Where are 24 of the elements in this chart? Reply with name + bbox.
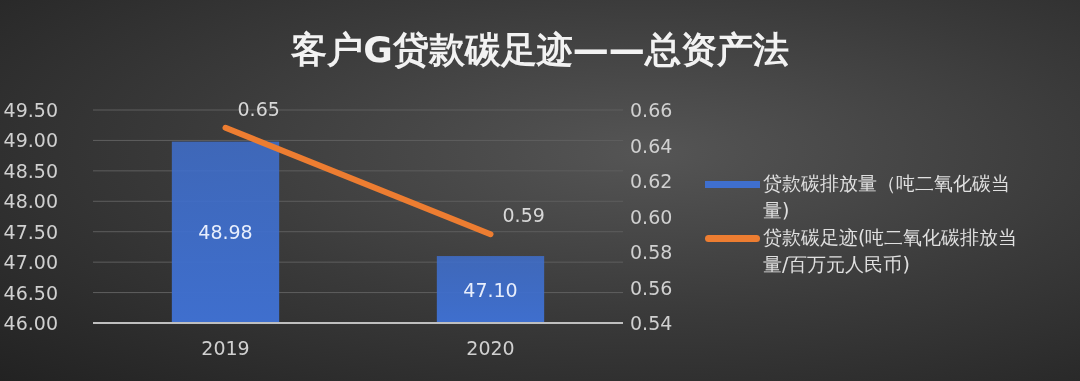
- y-tick-label: 46.00: [3, 312, 58, 334]
- y2-tick-label: 0.62: [630, 170, 673, 192]
- data-label: 0.59: [502, 204, 545, 227]
- x-tick-label: 2020: [466, 337, 515, 359]
- data-label: 48.98: [198, 221, 253, 244]
- x-tick-label: 2019: [201, 337, 250, 359]
- data-label: 0.65: [237, 97, 280, 120]
- y-tick-label: 48.50: [3, 159, 58, 182]
- y-tick-label: 47.00: [3, 251, 58, 274]
- y-tick-label: 48.00: [3, 190, 58, 213]
- y-tick-label: 49.50: [3, 99, 58, 121]
- legend-label: 贷款碳排放量（吨二氧化碳当量): [763, 171, 1011, 223]
- y2-tick-label: 0.56: [630, 276, 673, 299]
- y-tick-label: 46.50: [3, 281, 58, 304]
- y-tick-label: 49.00: [3, 129, 58, 152]
- y-tick-label: 47.50: [3, 220, 58, 243]
- y2-tick-label: 0.64: [630, 134, 673, 157]
- legend-label: 贷款碳足迹(吨二氧化碳排放当量/百万元人民币): [763, 225, 1019, 277]
- y2-tick-label: 0.54: [630, 312, 673, 334]
- y2-tick-label: 0.58: [630, 241, 673, 263]
- y2-tick-label: 0.66: [630, 99, 673, 121]
- data-label: 47.10: [463, 278, 518, 301]
- chart-title: 客户G贷款碳足迹——总资产法: [290, 29, 789, 70]
- y2-tick-label: 0.60: [630, 205, 673, 228]
